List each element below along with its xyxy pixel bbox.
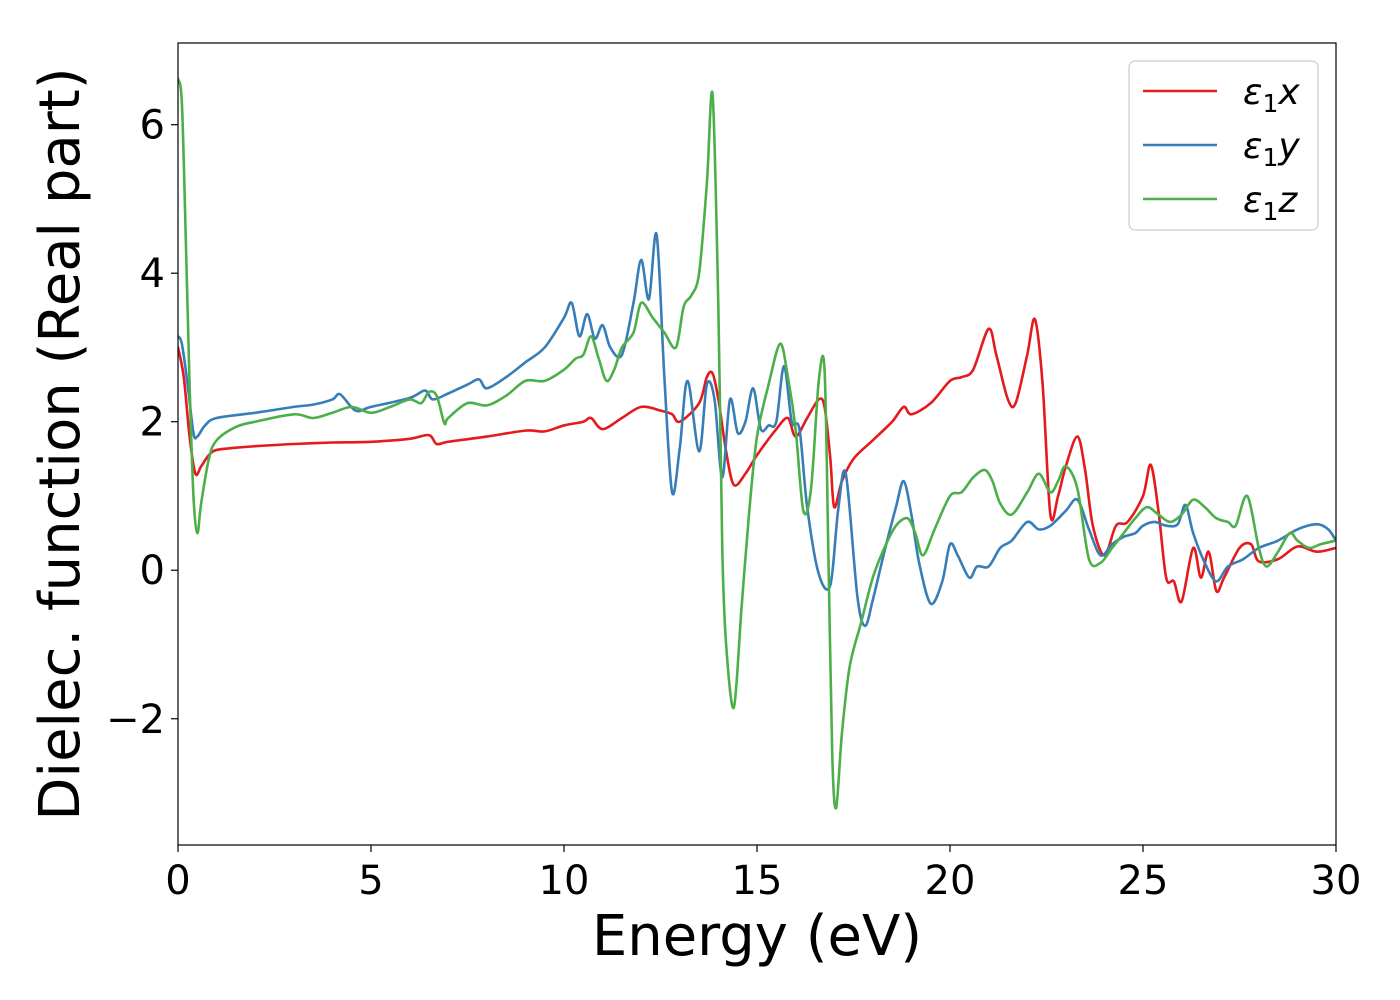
x-tick-label: 10 bbox=[539, 858, 590, 904]
legend-label-base: ε bbox=[1243, 126, 1262, 167]
y-tick-label: 4 bbox=[140, 251, 165, 297]
y-tick-label: 0 bbox=[140, 548, 165, 594]
legend-label: ε1z bbox=[1243, 180, 1298, 226]
legend-label-tail: y bbox=[1277, 126, 1300, 167]
series-line-y bbox=[178, 231, 1336, 628]
y-axis-label: Dielec. function (Real part) bbox=[28, 67, 93, 820]
x-axis-label: Energy (eV) bbox=[592, 904, 922, 969]
series-layer bbox=[178, 77, 1336, 810]
y-tick-label: −2 bbox=[106, 697, 165, 743]
legend-label-tail: z bbox=[1277, 180, 1298, 221]
legend-label-subscript: 1 bbox=[1262, 89, 1278, 118]
y-tick-label: 6 bbox=[140, 103, 165, 149]
x-tick-label: 15 bbox=[732, 858, 783, 904]
legend-box bbox=[1128, 60, 1319, 231]
legend-label-subscript: 1 bbox=[1262, 143, 1278, 172]
x-axis: 0 5 10 15 20 25 30 bbox=[165, 845, 1361, 904]
legend-label-base: ε bbox=[1243, 180, 1262, 221]
legend-label: ε1x bbox=[1243, 72, 1300, 118]
x-tick-label: 0 bbox=[165, 858, 190, 904]
legend-label: ε1y bbox=[1243, 126, 1300, 172]
y-axis: −2 0 2 4 6 bbox=[106, 103, 178, 743]
x-tick-label: 20 bbox=[925, 858, 976, 904]
x-tick-label: 30 bbox=[1311, 858, 1362, 904]
series-line-z bbox=[178, 77, 1336, 810]
x-tick-label: 25 bbox=[1118, 858, 1169, 904]
legend-label-tail: x bbox=[1277, 72, 1300, 113]
x-tick-label: 5 bbox=[358, 858, 383, 904]
series-line-x bbox=[178, 317, 1336, 604]
legend-label-base: ε bbox=[1243, 72, 1262, 113]
y-tick-label: 2 bbox=[140, 400, 165, 446]
legend-label-subscript: 1 bbox=[1262, 197, 1278, 226]
